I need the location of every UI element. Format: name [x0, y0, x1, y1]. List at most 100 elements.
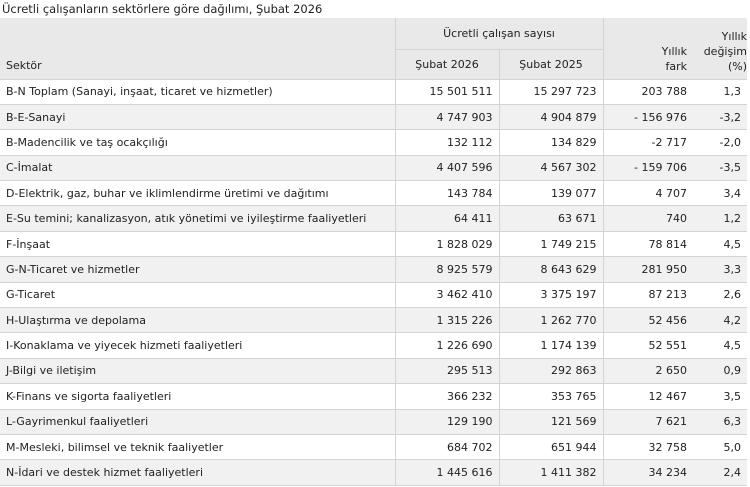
- number-cell: 1 315 226: [394, 307, 499, 334]
- number-cell: 87 213: [602, 282, 693, 309]
- sector-cell: B-N Toplam (Sanayi, inşaat, ticaret ve h…: [0, 79, 395, 105]
- number-cell: 3 462 410: [394, 282, 499, 309]
- number-cell: 1,2: [693, 205, 747, 232]
- sector-cell: M-Mesleki, bilimsel ve teknik faaliyetle…: [0, 434, 395, 461]
- sector-cell: H-Ulaştırma ve depolama: [0, 307, 395, 334]
- table-row: B-Madencilik ve taş ocakçılığı 132 112 134…: [0, 129, 747, 156]
- sector-cell: I-Konaklama ve yiyecek hizmeti faaliyetl…: [0, 332, 395, 359]
- number-cell: 15 297 723: [498, 79, 603, 105]
- number-cell: 52 456: [602, 307, 693, 334]
- sector-cell: C-İmalat: [0, 155, 395, 182]
- table-row: N-İdari ve destek hizmet faaliyetleri 1 4…: [0, 459, 747, 486]
- number-cell: 129 190: [394, 409, 499, 435]
- number-cell: 32 758: [602, 434, 693, 461]
- number-cell: 1 226 690: [394, 332, 499, 359]
- header-cell: Şubat 2025: [498, 48, 603, 80]
- sector-cell: B-E-Sanayi: [0, 104, 395, 131]
- number-cell: -3,2: [693, 104, 747, 131]
- header-cell: Şubat 2026: [394, 48, 499, 80]
- sector-cell: F-İnşaat: [0, 231, 395, 258]
- number-cell: 139 077: [498, 180, 603, 207]
- number-cell: 143 784: [394, 180, 499, 207]
- number-cell: 684 702: [394, 434, 499, 461]
- header-cell: Sektör: [0, 18, 395, 80]
- number-cell: 1 411 382: [498, 459, 603, 486]
- number-cell: 1 445 616: [394, 459, 499, 486]
- sector-cell: N-İdari ve destek hizmet faaliyetleri: [0, 459, 395, 486]
- table-row: F-İnşaat 1 828 029 1 749 215 78 814 4,5: [0, 231, 747, 258]
- number-cell: 63 671: [498, 205, 603, 232]
- number-cell: 353 765: [498, 383, 603, 410]
- table-row: C-İmalat 4 407 596 4 567 302- 159 706 -3,5: [0, 155, 747, 182]
- sector-cell: B-Madencilik ve taş ocakçılığı: [0, 129, 395, 156]
- table-row: G-Ticaret 3 462 410 3 375 197 87 213 2,6: [0, 282, 747, 309]
- number-cell: 2,4: [693, 459, 747, 486]
- number-cell: 6,3: [693, 409, 747, 435]
- header-cell: Ücretli çalışan sayısı: [394, 18, 603, 50]
- number-cell: 1 828 029: [394, 231, 499, 258]
- number-cell: 2 650: [602, 358, 693, 385]
- number-cell: 7 621: [602, 409, 693, 435]
- data-table: Sektör Ücretli çalışan sayısı Yıllık far…: [0, 18, 747, 486]
- number-cell: 4,5: [693, 231, 747, 258]
- number-cell: -3,5: [693, 155, 747, 182]
- table-row: B-N Toplam (Sanayi, inşaat, ticaret ve h…: [0, 79, 747, 105]
- number-cell: 295 513: [394, 358, 499, 385]
- number-cell: - 156 976: [602, 104, 693, 131]
- sector-cell: G-Ticaret: [0, 282, 395, 309]
- sector-cell: J-Bilgi ve iletişim: [0, 358, 395, 385]
- table-row: B-E-Sanayi 4 747 903 4 904 879- 156 976 -3,…: [0, 104, 747, 131]
- table-title: Ücretli çalışanların sektörlere göre dağ…: [2, 2, 323, 16]
- number-cell: 3 375 197: [498, 282, 603, 309]
- number-cell: -2,0: [693, 129, 747, 156]
- number-cell: 740: [602, 205, 693, 232]
- number-cell: 1,3: [693, 79, 747, 105]
- number-cell: -2 717: [602, 129, 693, 156]
- number-cell: 4,2: [693, 307, 747, 334]
- table-row: H-Ulaştırma ve depolama 1 315 226 1 262 77…: [0, 307, 747, 334]
- number-cell: 4 904 879: [498, 104, 603, 131]
- number-cell: 3,3: [693, 256, 747, 283]
- table-row: G-N-Ticaret ve hizmetler 8 925 579 8 643 6…: [0, 256, 747, 283]
- number-cell: 366 232: [394, 383, 499, 410]
- number-cell: 15 501 511: [394, 79, 499, 105]
- number-cell: 34 234: [602, 459, 693, 486]
- sector-cell: L-Gayrimenkul faaliyetleri: [0, 409, 395, 435]
- number-cell: 12 467: [602, 383, 693, 410]
- table-body: B-N Toplam (Sanayi, inşaat, ticaret ve h…: [0, 79, 747, 486]
- number-cell: 651 944: [498, 434, 603, 461]
- table-row: L-Gayrimenkul faaliyetleri 129 190 121 569…: [0, 409, 747, 435]
- number-cell: 132 112: [394, 129, 499, 156]
- table-row: D-Elektrik, gaz, buhar ve iklimlendirme …: [0, 180, 747, 207]
- number-cell: 5,0: [693, 434, 747, 461]
- table-header: Sektör Ücretli çalışan sayısı Yıllık far…: [0, 18, 747, 80]
- sector-cell: G-N-Ticaret ve hizmetler: [0, 256, 395, 283]
- number-cell: 292 863: [498, 358, 603, 385]
- number-cell: 52 551: [602, 332, 693, 359]
- number-cell: 1 749 215: [498, 231, 603, 258]
- header-text: Yıllık değişim (%): [703, 29, 747, 73]
- number-cell: 203 788: [602, 79, 693, 105]
- table-row: K-Finans ve sigorta faaliyetleri 366 232 3…: [0, 383, 747, 410]
- sector-cell: E-Su temini; kanalizasyon, atık yönetimi…: [0, 205, 395, 232]
- number-cell: 3,4: [693, 180, 747, 207]
- number-cell: 0,9: [693, 358, 747, 385]
- header-cell: Yıllık fark: [602, 18, 693, 80]
- number-cell: 2,6: [693, 282, 747, 309]
- number-cell: 8 643 629: [498, 256, 603, 283]
- number-cell: 64 411: [394, 205, 499, 232]
- table-row: E-Su temini; kanalizasyon, atık yönetimi…: [0, 205, 747, 232]
- table-row: J-Bilgi ve iletişim 295 513 292 863 2 650 0,…: [0, 358, 747, 385]
- number-cell: 121 569: [498, 409, 603, 435]
- table-row: M-Mesleki, bilimsel ve teknik faaliyetle…: [0, 434, 747, 461]
- number-cell: 4 707: [602, 180, 693, 207]
- number-cell: 1 262 770: [498, 307, 603, 334]
- table-row: I-Konaklama ve yiyecek hizmeti faaliyetl…: [0, 332, 747, 359]
- number-cell: 4 567 302: [498, 155, 603, 182]
- number-cell: 4 407 596: [394, 155, 499, 182]
- number-cell: 8 925 579: [394, 256, 499, 283]
- sector-cell: D-Elektrik, gaz, buhar ve iklimlendirme …: [0, 180, 395, 207]
- header-text: Yıllık fark: [661, 44, 687, 73]
- number-cell: 78 814: [602, 231, 693, 258]
